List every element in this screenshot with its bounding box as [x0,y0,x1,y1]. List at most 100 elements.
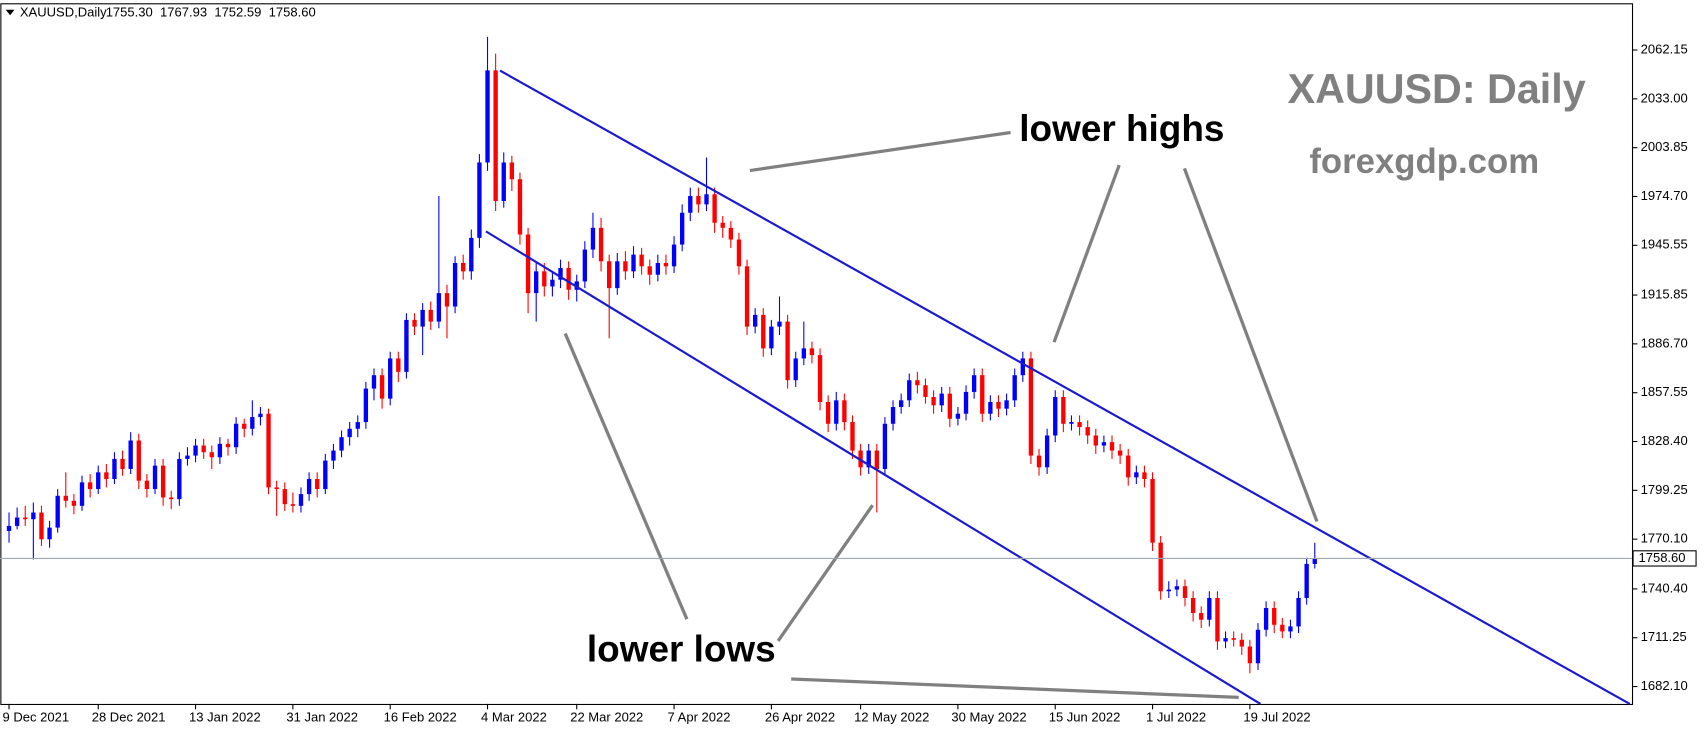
candle-body [128,440,133,469]
candle-body [1182,586,1188,598]
candle-body [266,413,271,488]
candle-body [963,391,969,414]
candle-body [761,314,766,349]
candle-body [931,396,936,406]
candle-body [1150,479,1155,543]
candle-body [258,413,263,418]
candle-body [1304,563,1309,598]
y-tick-label: 1857.55 [1641,384,1688,399]
candle-body [842,400,847,423]
candle-body [436,293,442,322]
candle-body [1126,455,1131,478]
arrow [563,332,689,620]
candle-body [1280,624,1285,632]
candle-body [809,348,815,356]
candle-body [79,482,85,506]
x-tick-label: 13 Jan 2022 [189,709,261,724]
candle-body [1199,613,1204,620]
candle-body [663,262,669,267]
candle-body [915,380,920,386]
candle-body [752,314,758,327]
candle-body [671,244,677,267]
candle-body [655,262,661,275]
candle-body [509,162,515,180]
candle-body [590,227,596,250]
candle-body [185,455,190,459]
candle-body [290,504,296,506]
header-low: 1752.59 [214,4,261,19]
candle-body [971,375,977,392]
candle-body [1312,558,1317,564]
candle-body [712,194,717,223]
candle-body [250,417,255,429]
candle-body [388,358,393,399]
candle-body [39,512,44,540]
candle-body [1101,442,1107,446]
candle-body [112,458,117,480]
x-tick-label: 12 May 2022 [854,709,929,724]
plot-frame [0,3,1634,706]
candle-body [1272,607,1277,625]
candle-body [169,497,174,500]
candle-body [379,375,385,399]
y-tick-label: 1886.70 [1641,335,1688,350]
candle-body [1255,629,1261,664]
candle-body [704,194,709,205]
candle-body [412,319,417,327]
candle-body [1174,586,1180,590]
candle-body [209,452,214,458]
price-label-box [1632,550,1697,567]
header-symbol: XAUUSD,Daily [20,4,107,19]
header-close: 1758.60 [269,4,316,19]
candle-body [1223,638,1228,642]
candle-body [647,266,652,275]
x-tick-label: 19 Jul 2022 [1243,709,1310,724]
candle-body [817,355,823,402]
candle-body [1239,639,1244,647]
candle-body [834,400,839,424]
candle-body [306,479,312,495]
candle-body [688,195,693,213]
candle-body [420,309,425,327]
x-tick-label: 30 May 2022 [951,709,1026,724]
candle-body [242,423,247,429]
x-tick-label: 22 Mar 2022 [570,709,643,724]
candle-body [331,450,336,461]
candle-body [825,401,831,424]
candle-body [1247,646,1253,664]
candle-body [452,262,458,307]
x-tick-label: 1 Jul 2022 [1146,709,1206,724]
candle-body [1109,442,1115,451]
candle-body [980,375,985,414]
y-tick-label: 1974.70 [1641,188,1688,203]
x-tick-label: 4 Mar 2022 [481,709,547,724]
candle-body [793,358,798,381]
candle-body [152,465,158,490]
candle-body [1207,597,1212,620]
candle-body [274,487,279,490]
candle-body [679,212,685,245]
header-open: 1755.30 [106,4,153,19]
channel-line [499,69,1631,705]
y-tick-label: 2033.00 [1641,90,1688,105]
channel [485,69,1631,705]
candle-body [298,494,304,506]
arrow [1182,167,1319,523]
candle-body [55,495,60,528]
menu-arrow [5,9,15,16]
candle-body [736,239,742,267]
candle-body [233,423,239,448]
candle-body [323,460,328,490]
candle-body [1190,597,1196,614]
candle-body [1004,400,1009,409]
candle-body [769,326,774,349]
candle-body [160,465,166,498]
candle-body [225,443,231,448]
x-tick-label: 15 Jun 2022 [1049,709,1121,724]
candle-body [47,527,52,540]
candle-body [566,268,571,290]
candle-body [623,261,628,272]
candle-body [1166,589,1171,592]
candle-body [136,440,141,481]
